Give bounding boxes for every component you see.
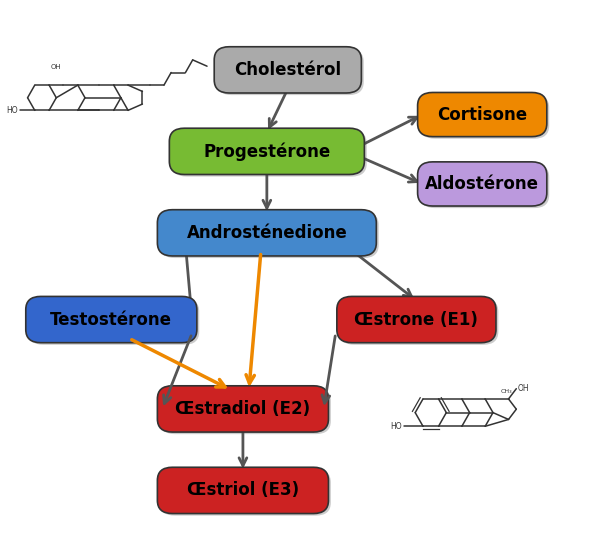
FancyBboxPatch shape xyxy=(337,296,496,343)
Text: Œstriol (E3): Œstriol (E3) xyxy=(187,482,299,499)
FancyBboxPatch shape xyxy=(420,95,549,139)
FancyBboxPatch shape xyxy=(417,92,547,137)
FancyBboxPatch shape xyxy=(157,386,329,432)
FancyBboxPatch shape xyxy=(339,299,498,345)
FancyBboxPatch shape xyxy=(157,467,329,514)
FancyBboxPatch shape xyxy=(214,47,361,93)
FancyBboxPatch shape xyxy=(28,299,200,345)
FancyBboxPatch shape xyxy=(217,49,364,95)
Text: Aldostérone: Aldostérone xyxy=(425,175,539,193)
Text: Androsténedione: Androsténedione xyxy=(187,224,347,242)
FancyBboxPatch shape xyxy=(420,164,549,208)
FancyBboxPatch shape xyxy=(26,296,197,343)
Text: HO: HO xyxy=(6,106,17,115)
FancyBboxPatch shape xyxy=(417,162,547,206)
FancyBboxPatch shape xyxy=(172,130,367,177)
Text: Œstrone (E1): Œstrone (E1) xyxy=(354,311,479,328)
Text: Progestérone: Progestérone xyxy=(203,142,330,161)
FancyBboxPatch shape xyxy=(170,128,364,175)
Text: Cortisone: Cortisone xyxy=(437,106,528,123)
Text: Cholestérol: Cholestérol xyxy=(234,61,341,79)
Text: OH: OH xyxy=(518,384,530,393)
Text: Testostérone: Testostérone xyxy=(50,311,173,328)
FancyBboxPatch shape xyxy=(160,469,331,516)
Text: OH: OH xyxy=(51,64,62,70)
FancyBboxPatch shape xyxy=(160,212,379,258)
Text: HO: HO xyxy=(390,422,401,431)
FancyBboxPatch shape xyxy=(160,388,331,434)
FancyBboxPatch shape xyxy=(157,210,376,256)
Text: Œstradiol (E2): Œstradiol (E2) xyxy=(176,400,310,418)
Text: CH₃: CH₃ xyxy=(501,389,512,394)
